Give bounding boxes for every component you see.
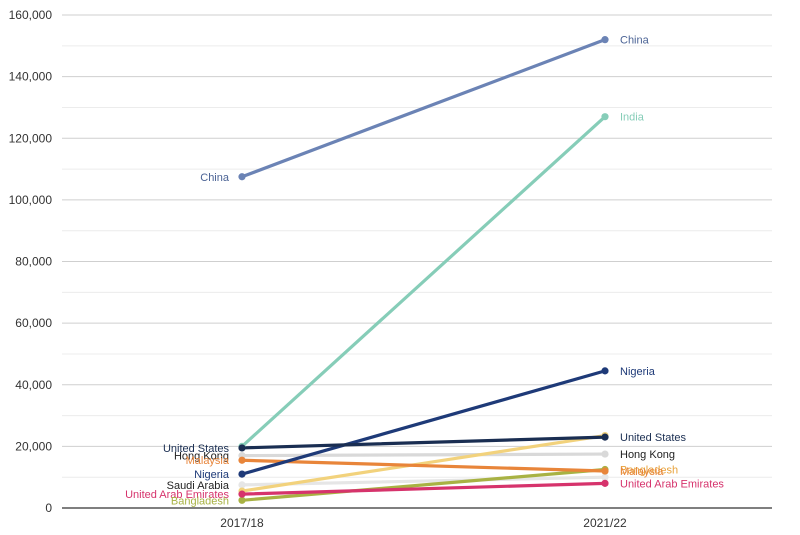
right-series-label: Malaysia [620, 466, 664, 478]
left-series-label: United States [163, 443, 230, 455]
series-point [601, 433, 609, 441]
left-series-label: United Arab Emirates [125, 489, 229, 501]
series-point [238, 470, 246, 478]
series-point [238, 173, 246, 181]
y-axis: 0 20,000 40,000 60,000 80,000 100,000 120,000 1… [9, 8, 53, 515]
x-tick-label: 2017/18 [220, 516, 264, 530]
series-line [240, 475, 607, 487]
series-line [240, 452, 607, 458]
y-tick-label: 100,000 [9, 193, 53, 207]
y-tick-label: 60,000 [15, 316, 52, 330]
x-axis: 2017/18 2021/22 [220, 516, 627, 530]
series-line [240, 435, 607, 450]
series-point [601, 479, 609, 487]
series-line [240, 369, 607, 476]
left-series-label: Nigeria [194, 469, 230, 481]
left-series-label: China [200, 172, 230, 184]
series-point [601, 367, 609, 375]
series-point [601, 36, 609, 44]
y-tick-label: 140,000 [9, 70, 53, 84]
right-series-label: United States [620, 432, 687, 444]
right-series-label: China [620, 35, 650, 47]
series-points [238, 36, 609, 504]
series-line [240, 458, 607, 473]
left-series-label: Hong Kong [174, 451, 229, 463]
series-line [240, 481, 607, 496]
y-tick-label: 120,000 [9, 131, 53, 145]
series-point [238, 444, 246, 452]
series-line [240, 38, 607, 179]
y-tick-label: 40,000 [15, 378, 52, 392]
series-line [240, 467, 607, 502]
series-line [240, 115, 607, 448]
series-lines [240, 38, 607, 502]
series-line [240, 433, 607, 493]
right-series-label: Bangladesh [620, 464, 678, 476]
y-tick-label: 80,000 [15, 255, 52, 269]
right-series-label: Nigeria [620, 366, 656, 378]
y-tick-label: 0 [45, 501, 52, 515]
y-tick-label: 20,000 [15, 439, 52, 453]
left-series-label: Bangladesh [171, 495, 229, 507]
right-series-label: Hong Kong [620, 449, 675, 461]
x-tick-label: 2021/22 [583, 516, 627, 530]
series-point [238, 490, 246, 498]
left-series-label: Malaysia [186, 455, 230, 467]
series-point [238, 496, 246, 504]
right-series-label: United Arab Emirates [620, 478, 724, 490]
y-tick-label: 160,000 [9, 8, 53, 22]
series-point [601, 450, 609, 458]
series-point [601, 113, 609, 121]
series-point [238, 456, 246, 464]
gridlines [62, 14, 772, 509]
series-point [601, 473, 609, 481]
series-point [601, 467, 609, 475]
right-series-label: India [620, 112, 645, 124]
left-series-label: Saudi Arabia [167, 480, 230, 492]
series-point [238, 481, 246, 489]
